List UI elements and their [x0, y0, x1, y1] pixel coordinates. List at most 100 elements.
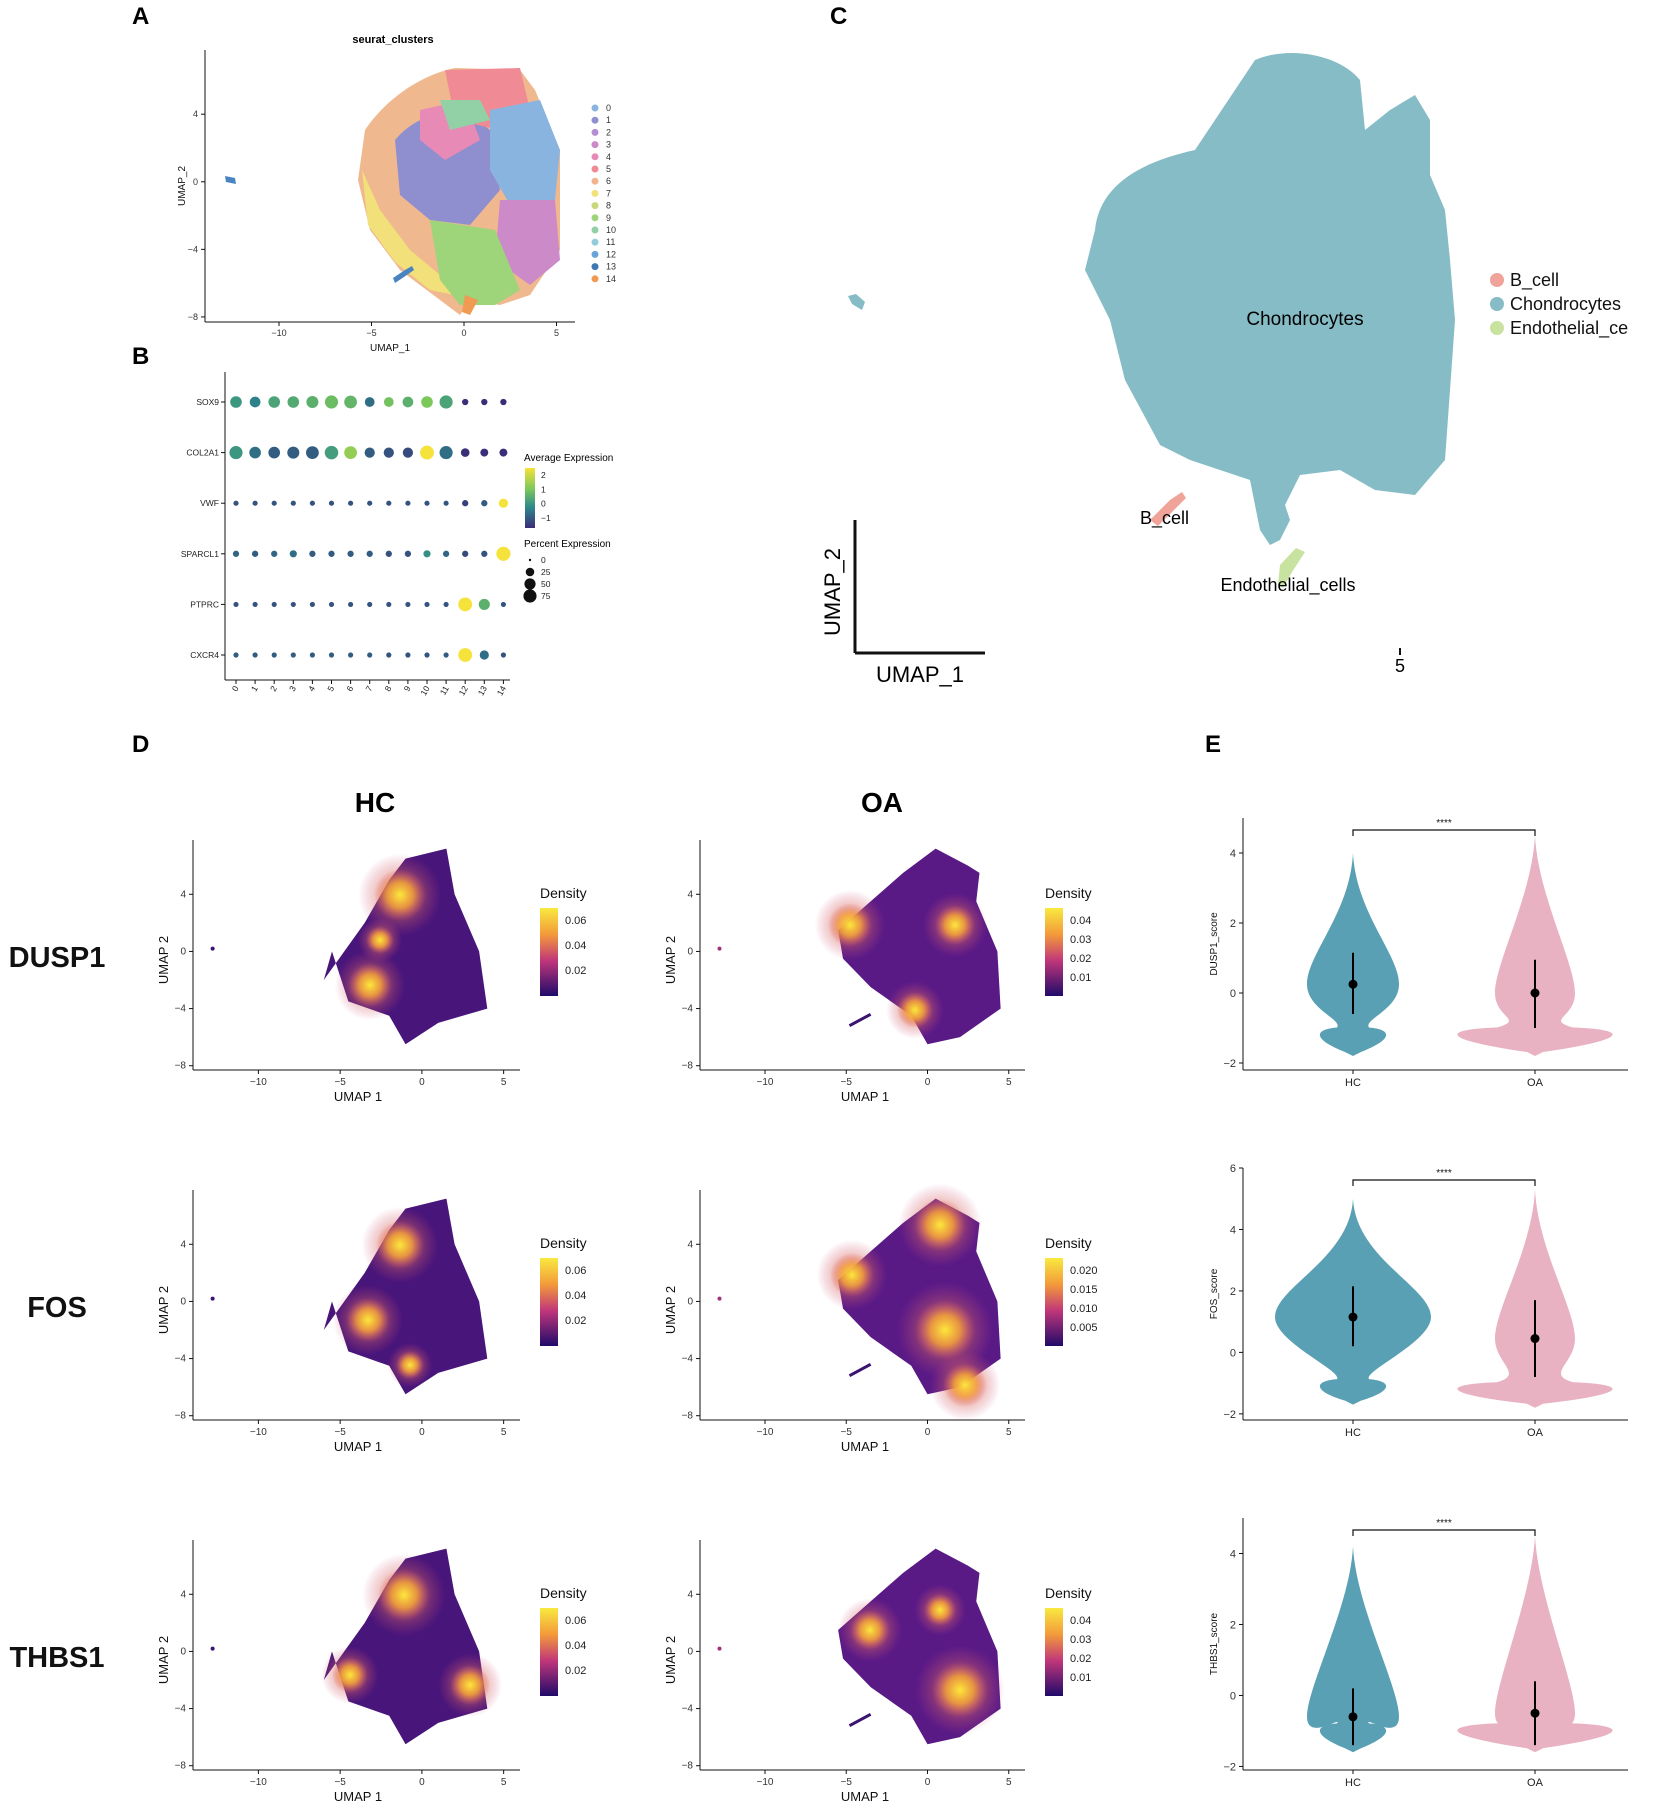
panel-e-violins: −2 0 2 4 DUSP1_score HC OA **** −2 0 2 4 6 FOS_score H… — [1209, 818, 1628, 1789]
panel-b-cluster-label: 0 — [230, 684, 241, 693]
panel-d-density-hotspot — [450, 1665, 490, 1705]
panel-b-dot — [460, 448, 470, 457]
panel-e-violin-shape — [1457, 1189, 1613, 1408]
panel-d-xlabel: UMAP 1 — [334, 1789, 382, 1804]
panel-d-legend-title: Density — [1045, 1585, 1092, 1601]
panel-d-density-hotspot — [828, 903, 872, 947]
panel-d-density-hotspot — [332, 1657, 368, 1693]
panel-e-significance-label: **** — [1436, 818, 1452, 829]
panel-d-ylabel: UMAP 2 — [156, 936, 171, 984]
panel-b-dot — [306, 395, 319, 409]
panel-b-dot — [423, 550, 431, 558]
panel-d-outlier-point — [210, 946, 215, 951]
panel-b-dot — [309, 550, 316, 557]
panel-d-x-tick-label: −5 — [334, 1427, 346, 1438]
panel-b-color-legend-bar — [525, 468, 535, 528]
panel-d-density-hotspot — [943, 1363, 987, 1407]
panel-b-dot — [290, 500, 296, 506]
panel-d-row-label: FOS — [27, 1292, 87, 1324]
panel-d-x-tick-label: 0 — [419, 1427, 425, 1438]
panel-b-dot — [348, 652, 354, 658]
panel-d-x-tick-label: 5 — [501, 1777, 507, 1788]
panel-e-plot: −2 0 2 4 THBS1_score HC OA **** — [1209, 1518, 1628, 1789]
panel-d-density-hotspot — [396, 1351, 424, 1379]
panel-a-cluster-region-green — [430, 220, 520, 305]
panel-e-ylabel: THBS1_score — [1209, 1612, 1220, 1675]
panel-d-legend-bar — [540, 1608, 558, 1696]
panel-e-y-tick-label: −2 — [1223, 1761, 1236, 1773]
panel-b-dot — [233, 601, 239, 607]
panel-b-dot — [420, 445, 434, 460]
panel-d-y-tick-label: −8 — [175, 1061, 187, 1072]
panel-d-legend-ticklabel: 0.02 — [565, 965, 586, 977]
panel-d-y-tick-label: −8 — [175, 1761, 187, 1772]
panel-b-dot — [383, 397, 394, 407]
panel-d-xlabel: UMAP 1 — [334, 1089, 382, 1104]
panel-b-cluster-label: 5 — [325, 684, 336, 693]
panel-b-dot — [424, 500, 430, 506]
panel-d-legend-ticklabel: 0.06 — [565, 1615, 586, 1627]
panel-d-density-hotspot — [914, 1199, 966, 1251]
panel-e-y-tick-label: 0 — [1230, 1347, 1236, 1359]
panel-a-legend-label: 1 — [606, 115, 611, 125]
panel-c-legend-swatch — [1490, 321, 1504, 335]
panel-d-x-tick-label: 5 — [1006, 1427, 1012, 1438]
panel-a-umap-clusters: seurat_clusters −10 −5 0 5 −8 −4 0 4 UMAP_1 UMAP_… — [177, 34, 616, 354]
panel-b-dot — [364, 397, 375, 407]
panel-d-legend-title: Density — [540, 1235, 587, 1251]
panel-b-dot — [252, 601, 258, 607]
panel-b-dot — [309, 652, 315, 658]
panel-d-x-tick-label: 5 — [501, 1427, 507, 1438]
panel-a-legend-swatch — [591, 177, 599, 185]
panel-d-outlier-point — [717, 1646, 722, 1651]
panel-b-dot — [405, 601, 411, 607]
panel-b-cluster-label: 2 — [268, 684, 279, 693]
panel-a-ylabel: UMAP_2 — [177, 166, 188, 206]
panel-b-cluster-label: 6 — [344, 684, 355, 693]
panel-e-significance-bracket — [1352, 1179, 1536, 1186]
panel-letter-d: D — [132, 731, 149, 758]
panel-d-x-tick-label: 0 — [925, 1427, 931, 1438]
panel-d-x-tick-label: 5 — [1006, 1777, 1012, 1788]
panel-d-x-tick-label: 5 — [1006, 1077, 1012, 1088]
panel-b-dot — [478, 598, 490, 610]
panel-a-x-tick-label: 0 — [461, 328, 466, 338]
panel-d-legend-ticklabel: 0.02 — [565, 1315, 586, 1327]
panel-e-median-dot — [1530, 1334, 1540, 1344]
panel-d-x-tick-label: 5 — [501, 1077, 507, 1088]
panel-c-chondrocyte-cloud — [1085, 52, 1455, 545]
panel-d-y-tick-label: 4 — [687, 1589, 693, 1600]
panel-b-size-legend-dot — [523, 589, 537, 603]
panel-d-density-hotspot — [376, 1221, 424, 1269]
panel-b-gene-label: SPARCL1 — [181, 549, 219, 559]
panel-d-legend-ticklabel: 0.04 — [1070, 1615, 1091, 1627]
panel-e-x-tick-label: OA — [1527, 1427, 1544, 1439]
panel-d-density-hotspot — [366, 926, 394, 954]
panel-d-plot: −10 −5 0 5 −8 −4 0 4 UMAP 1 UMAP 2 Density 0.020 0.0… — [663, 1183, 1098, 1454]
panel-b-dot — [249, 446, 261, 459]
panel-e-y-tick-label: 4 — [1230, 1548, 1236, 1560]
panel-e-significance-label: **** — [1436, 1168, 1452, 1179]
panel-d-legend-title: Density — [540, 885, 587, 901]
panel-d-legend-ticklabel: 0.020 — [1070, 1265, 1098, 1277]
panel-b-cluster-label: 14 — [495, 684, 509, 697]
panel-d-outlier-streak — [848, 1712, 872, 1728]
panel-b-dot — [402, 447, 414, 458]
panel-b-dot — [289, 550, 297, 558]
panel-b-color-legend-ticklabel: 0 — [541, 499, 546, 509]
panel-d-y-tick-label: −4 — [175, 1004, 187, 1015]
panel-b-dot — [271, 601, 277, 607]
panel-letter-e: E — [1205, 731, 1221, 758]
panel-a-cluster-region-blue — [490, 100, 560, 205]
panel-d-density-hotspot — [346, 1298, 390, 1342]
panel-b-cluster-label: 13 — [476, 684, 490, 697]
panel-a-legend-swatch — [591, 153, 599, 161]
panel-d-density-hotspot — [850, 1610, 890, 1650]
panel-b-dot — [500, 398, 507, 406]
panel-b-dot — [500, 652, 506, 658]
panel-d-xlabel: UMAP 1 — [841, 1789, 889, 1804]
panel-a-outlier-lower — [393, 266, 414, 283]
panel-b-gene-label: PTPRC — [190, 599, 219, 609]
panel-b-dot — [324, 445, 339, 460]
panel-e-y-tick-label: 2 — [1230, 1619, 1236, 1631]
